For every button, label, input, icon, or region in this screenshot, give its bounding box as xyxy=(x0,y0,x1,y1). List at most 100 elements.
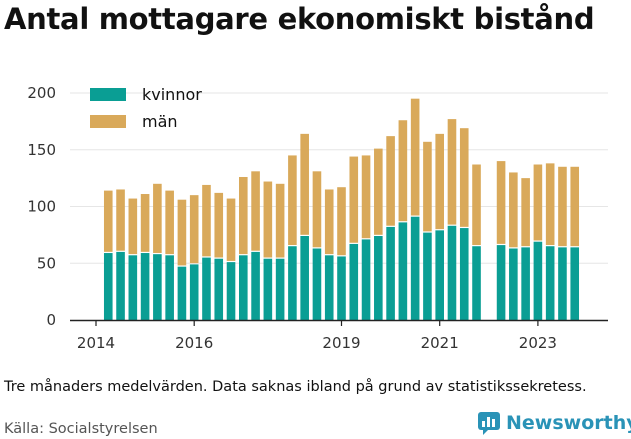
legend: kvinnor män xyxy=(90,85,202,131)
bar-man xyxy=(103,190,113,252)
bar-man xyxy=(509,172,518,248)
newsworthy-logo: Newsworthy xyxy=(477,408,631,438)
bar-kvinnor xyxy=(153,254,162,320)
x-tick-label: 2014 xyxy=(77,334,115,352)
y-tick-label: 50 xyxy=(37,254,56,272)
bar-man xyxy=(398,120,408,222)
bar-man xyxy=(226,198,236,261)
bar-man xyxy=(558,166,567,247)
bar-man xyxy=(410,98,420,216)
source-credit: Källa: Socialstyrelsen xyxy=(4,421,158,437)
bar-kvinnor xyxy=(214,258,224,320)
bar-man xyxy=(165,190,174,255)
bar-man xyxy=(386,136,395,226)
bar-kvinnor xyxy=(423,232,432,320)
x-tick-label: 2021 xyxy=(421,334,459,352)
bar-man xyxy=(263,181,273,258)
legend-label-kvinnor: kvinnor xyxy=(142,85,202,104)
bar-man xyxy=(374,148,383,235)
x-tick-label: 2016 xyxy=(175,334,213,352)
y-tick-label: 150 xyxy=(27,141,56,159)
bar-kvinnor xyxy=(496,245,506,320)
bar-man xyxy=(337,187,346,256)
bar-kvinnor xyxy=(300,236,309,320)
bar-man xyxy=(472,164,481,246)
bar-kvinnor xyxy=(288,246,297,320)
bar-kvinnor xyxy=(545,246,555,320)
bar-kvinnor xyxy=(312,248,322,320)
bar-man xyxy=(521,178,530,247)
bar-man xyxy=(251,171,260,251)
bar-man xyxy=(275,183,285,258)
bar-man xyxy=(533,164,543,241)
bar-man xyxy=(570,166,580,247)
bar-man xyxy=(435,133,444,230)
bar-man xyxy=(153,183,162,253)
bar-man xyxy=(447,119,457,225)
bar-kvinnor xyxy=(459,228,469,320)
bar-kvinnor xyxy=(239,255,248,320)
legend-swatch-kvinnor xyxy=(90,88,126,101)
bar-kvinnor xyxy=(189,264,199,320)
bar-kvinnor xyxy=(472,246,481,320)
legend-label-man: män xyxy=(142,112,178,131)
x-tick-label: 2019 xyxy=(322,334,360,352)
bar-kvinnor xyxy=(140,253,150,320)
bar-man xyxy=(116,189,125,251)
bar-kvinnor xyxy=(116,251,125,320)
bar-kvinnor xyxy=(361,239,371,320)
bar-kvinnor xyxy=(509,248,518,320)
bar-kvinnor xyxy=(103,253,113,320)
bar-kvinnor xyxy=(410,216,420,320)
stacked-bar-chart: 0 50 100 150 200 2014 2016 2019 2021 2023 kvinnor… xyxy=(27,84,608,352)
bar-man xyxy=(324,189,334,255)
bar-kvinnor xyxy=(533,241,543,320)
bar-kvinnor xyxy=(374,236,383,320)
y-tick-label: 100 xyxy=(27,198,56,216)
y-tick-label: 0 xyxy=(46,311,56,329)
legend-swatch-man xyxy=(90,115,126,128)
y-tick-label: 200 xyxy=(27,84,56,102)
bar-kvinnor xyxy=(558,247,567,320)
bar-man xyxy=(239,176,248,255)
bar-kvinnor xyxy=(263,258,273,320)
axes: 0 50 100 150 200 2014 2016 2019 2021 2023 xyxy=(27,84,608,352)
newsworthy-logo-icon xyxy=(478,412,500,435)
bar-kvinnor xyxy=(324,255,334,320)
bar-kvinnor xyxy=(349,243,359,320)
bar-kvinnor xyxy=(447,225,457,320)
chart-title: Antal mottagare ekonomiskt bistånd xyxy=(4,2,595,36)
bar-man xyxy=(214,192,224,258)
bar-kvinnor xyxy=(275,258,285,320)
bar-kvinnor xyxy=(202,257,211,320)
bar-kvinnor xyxy=(251,251,260,320)
bar-man xyxy=(140,194,150,252)
bar-man xyxy=(177,199,187,266)
bar-man xyxy=(300,133,309,235)
bar-man xyxy=(545,163,555,246)
bar-kvinnor xyxy=(226,262,236,320)
bar-man xyxy=(361,155,371,239)
bar-kvinnor xyxy=(398,222,408,320)
bar-kvinnor xyxy=(165,255,174,320)
x-tick-label: 2023 xyxy=(519,334,557,352)
bar-kvinnor xyxy=(386,226,395,320)
bar-kvinnor xyxy=(177,266,187,320)
bar-man xyxy=(459,128,469,227)
brand-name: Newsworthy xyxy=(506,412,631,434)
bar-kvinnor xyxy=(128,255,138,320)
bar-kvinnor xyxy=(570,247,580,320)
bar-kvinnor xyxy=(435,230,444,320)
bar-kvinnor xyxy=(337,256,346,320)
bar-man xyxy=(128,198,138,255)
bar-man xyxy=(189,195,199,264)
bar-man xyxy=(349,156,359,243)
bar-man xyxy=(423,141,432,232)
chart-note: Tre månaders medelvärden. Data saknas ib… xyxy=(4,379,587,395)
bars xyxy=(103,98,580,320)
bar-man xyxy=(312,171,322,248)
bar-man xyxy=(202,184,211,257)
bar-man xyxy=(288,155,297,246)
bar-kvinnor xyxy=(521,247,530,320)
bar-man xyxy=(496,161,506,244)
